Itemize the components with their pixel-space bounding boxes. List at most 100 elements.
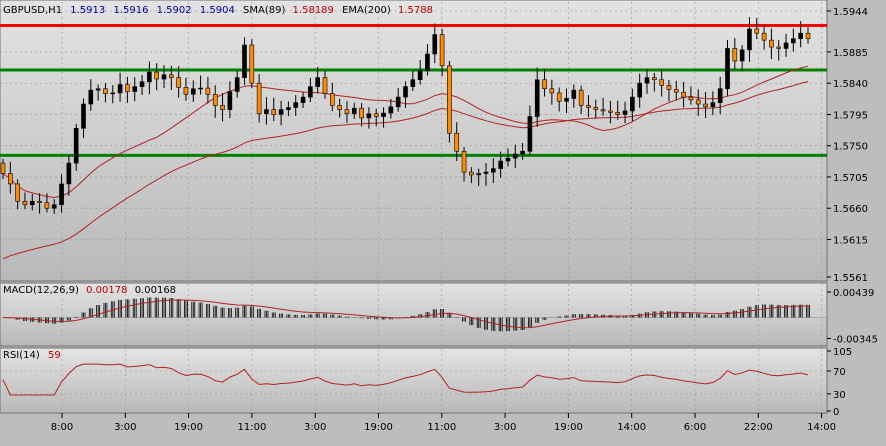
high-value: 1.5916	[113, 5, 148, 16]
bull-candle	[534, 79, 540, 117]
bull-candle	[637, 82, 642, 98]
bear-candle	[373, 113, 379, 117]
bull-candle	[278, 109, 284, 115]
price-axis-label: 1.5795	[833, 110, 868, 121]
bull-candle	[161, 74, 167, 80]
bull-candle	[798, 32, 803, 40]
macd-header: MACD(12,26,9) 0.00178 0.00168	[3, 285, 176, 296]
bull-candle	[81, 103, 86, 129]
bull-candle	[476, 173, 481, 176]
bull-candle	[498, 160, 503, 169]
bear-candle	[549, 88, 555, 94]
bull-candle	[264, 109, 269, 115]
ema-label: EMA(200)	[342, 5, 391, 16]
bull-candle	[315, 77, 320, 87]
bear-candle	[205, 87, 211, 95]
rsi-value: 59	[48, 350, 61, 361]
bear-candle	[608, 110, 613, 113]
price-axis-label: 1.5705	[833, 173, 868, 184]
time-axis-label: 3:00	[304, 422, 326, 433]
bear-candle	[169, 74, 174, 78]
bear-candle	[652, 77, 657, 81]
bull-candle	[739, 49, 745, 62]
bear-candle	[454, 132, 460, 152]
bear-candle	[542, 79, 547, 90]
bear-candle	[0, 162, 6, 174]
bull-candle	[564, 98, 569, 102]
price-axis-label: 1.5750	[833, 142, 868, 153]
rsi-label: RSI(14)	[3, 350, 40, 361]
bear-candle	[322, 77, 328, 94]
bear-candle	[578, 89, 584, 106]
bear-candle	[220, 105, 225, 110]
bull-candle	[293, 102, 299, 108]
bear-candle	[154, 71, 159, 80]
bull-candle	[622, 110, 628, 115]
bull-candle	[117, 84, 123, 94]
bear-candle	[776, 46, 782, 49]
bull-candle	[710, 102, 716, 108]
price-axis-label: 1.5561	[833, 273, 868, 284]
time-axis-label: 19:00	[554, 422, 583, 433]
bull-candle	[286, 107, 291, 110]
time-axis-label: 19:00	[364, 422, 393, 433]
bear-candle	[344, 109, 350, 115]
bull-candle	[491, 168, 496, 173]
bull-candle	[366, 113, 372, 119]
bear-candle	[754, 28, 760, 34]
bull-candle	[198, 87, 203, 90]
bear-candle	[673, 89, 679, 93]
rsi-axis-label: 30	[833, 390, 846, 401]
bull-candle	[66, 162, 72, 185]
rsi-plot	[2, 363, 809, 396]
bull-candle	[483, 171, 489, 174]
bear-candle	[249, 44, 255, 84]
bear-candle	[469, 171, 474, 176]
bear-candle	[359, 107, 364, 119]
bear-candle	[44, 202, 50, 209]
time-axis-label: 11:00	[237, 422, 266, 433]
price-axis-label: 1.5660	[833, 204, 868, 215]
macd-axis-label: -0.00345	[833, 334, 878, 345]
bear-candle	[586, 105, 591, 108]
bear-candle	[805, 32, 811, 40]
bear-candle	[769, 39, 774, 48]
open-value: 1.5913	[70, 5, 105, 16]
bear-candle	[271, 109, 277, 115]
close-value: 1.5904	[200, 5, 235, 16]
macd-main-value: 0.00178	[86, 285, 127, 296]
bear-candle	[37, 200, 42, 203]
bull-candle	[110, 92, 116, 95]
bull-candle	[410, 79, 416, 87]
bull-candle	[527, 116, 533, 152]
low-value: 1.5902	[157, 5, 192, 16]
price-panel[interactable]	[0, 0, 828, 282]
bull-candle	[95, 88, 101, 91]
bull-candle	[395, 96, 401, 108]
bull-candle	[242, 44, 247, 78]
bull-candle	[300, 96, 306, 103]
sma-label: SMA(89)	[243, 5, 285, 16]
bull-candle	[388, 106, 394, 114]
bear-candle	[330, 93, 335, 106]
time-axis-label: 3:00	[494, 422, 516, 433]
bear-candle	[183, 87, 189, 95]
bull-candle	[783, 42, 789, 49]
symbol-label: GBPUSD,H1	[3, 5, 62, 16]
rsi-panel[interactable]	[0, 347, 828, 414]
bull-candle	[791, 38, 796, 44]
bull-candle	[403, 86, 408, 98]
bear-candle	[8, 173, 13, 185]
time-axis-label: 8:00	[51, 422, 73, 433]
bear-candle	[761, 32, 767, 41]
time-axis-label: 11:00	[427, 422, 456, 433]
bull-candle	[381, 112, 386, 117]
rsi-axis-label: 70	[833, 367, 846, 378]
price-header: GBPUSD,H1 1.5913 1.5916 1.5902 1.5904 SM…	[3, 5, 433, 16]
bull-candle	[417, 70, 423, 81]
bull-candle	[234, 77, 240, 92]
bear-candle	[703, 103, 708, 108]
bull-candle	[512, 153, 518, 159]
price-axis-label: 1.5885	[833, 48, 868, 59]
